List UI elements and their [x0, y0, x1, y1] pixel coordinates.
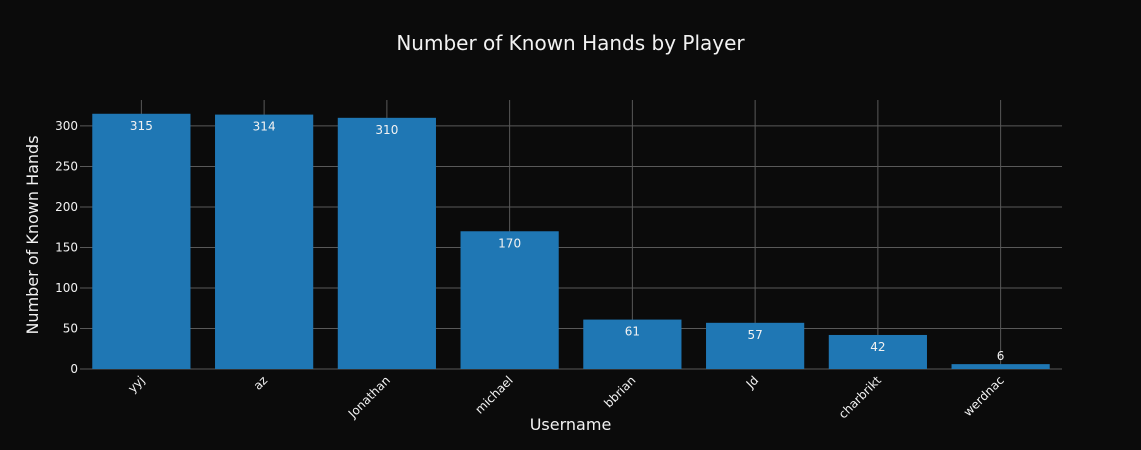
y-tick-label: 150: [55, 240, 78, 254]
bar-michael[interactable]: [460, 231, 559, 369]
x-tick-label: bbrian: [601, 373, 638, 410]
x-tick-label: michael: [472, 373, 515, 416]
x-tick-label: yyj: [125, 373, 147, 395]
label-layer: 315 314 310 170 61 57 42 6: [130, 119, 1005, 363]
y-tick-label: 200: [55, 200, 78, 214]
bar-value-label: 6: [997, 349, 1005, 363]
bar-az[interactable]: [215, 114, 314, 369]
y-tick-label: 0: [70, 362, 78, 376]
bar-value-label: 42: [870, 340, 885, 354]
y-tick-label: 100: [55, 281, 78, 295]
y-axis-title: Number of Known Hands: [23, 135, 42, 334]
bar-werdnac[interactable]: [951, 364, 1050, 369]
bar-jonathan[interactable]: [337, 117, 436, 369]
bar-value-label: 314: [253, 120, 276, 134]
y-tick-label: 50: [63, 321, 78, 335]
bar-charbrikt[interactable]: [828, 334, 927, 369]
bar-jd[interactable]: [706, 322, 805, 369]
x-tick-label: Jd: [743, 373, 761, 391]
bar-value-label: 310: [375, 123, 398, 137]
bar-bbrian[interactable]: [583, 319, 682, 369]
chart-title: Number of Known Hands by Player: [396, 31, 745, 55]
x-tick-label: werdnac: [961, 373, 1007, 419]
bar-yyj[interactable]: [92, 113, 191, 369]
bar-value-label: 61: [625, 325, 640, 339]
bar-layer: [92, 113, 1050, 369]
bar-value-label: 315: [130, 119, 153, 133]
y-tick-label: 250: [55, 159, 78, 173]
x-axis-title: Username: [530, 415, 612, 434]
x-tick-label: Jonathan: [345, 373, 393, 421]
bar-value-label: 170: [498, 236, 521, 250]
y-tick-label: 300: [55, 119, 78, 133]
bar-value-label: 57: [747, 328, 762, 342]
x-tick-label: charbrikt: [836, 373, 884, 421]
x-tick-label: az: [251, 373, 271, 393]
